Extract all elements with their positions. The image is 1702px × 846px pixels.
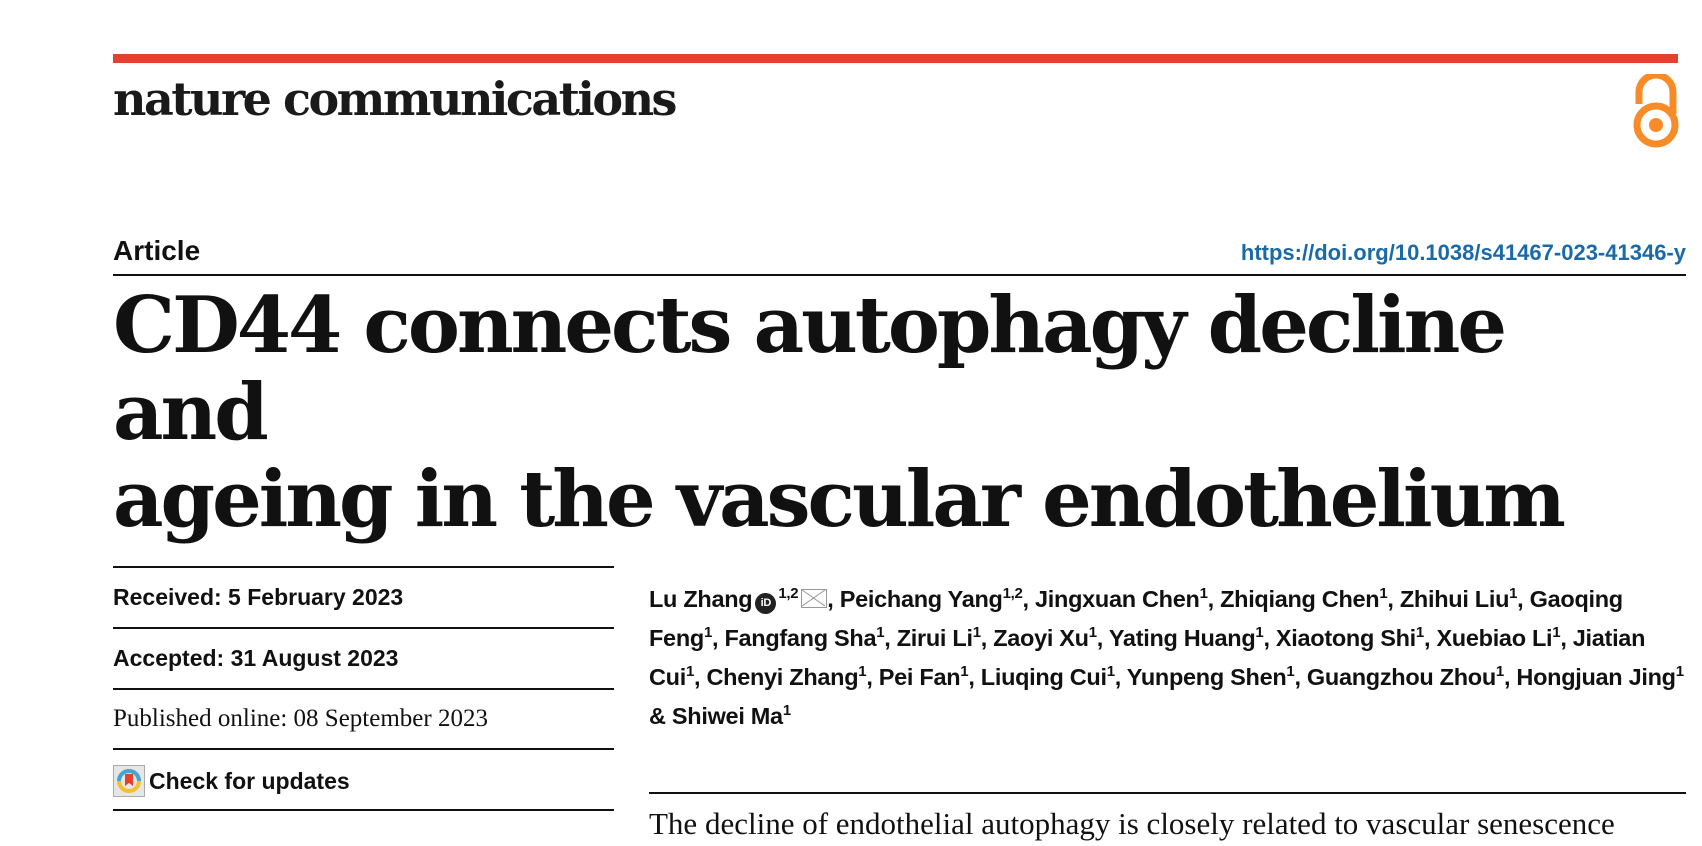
affiliation-superscript: 1 <box>1552 624 1561 642</box>
title-line: ageing in the vascular endothelium <box>113 454 1566 545</box>
affiliation-superscript: 1,2 <box>1002 585 1023 603</box>
check-for-updates-button[interactable]: Check for updates <box>113 765 350 797</box>
author-name: Chenyi Zhang <box>706 664 859 690</box>
divider <box>113 274 1686 276</box>
author[interactable]: Lu Zhang iD1,2 <box>649 585 828 614</box>
author[interactable]: Hongjuan Jing1 <box>1516 663 1684 690</box>
author[interactable]: Shiwei Ma1 <box>672 703 791 729</box>
author-list: Lu Zhang iD1,2, Peichang Yang1,2, Jingxua… <box>649 585 1684 729</box>
author-name: Yating Huang <box>1108 625 1256 651</box>
author-name: Xuebiao Li <box>1436 625 1553 651</box>
author-name: Yunpeng Shen <box>1126 664 1287 690</box>
author[interactable]: Zaoyi Xu1 <box>993 625 1097 651</box>
author-name: Lu Zhang <box>649 586 753 612</box>
open-access-lock-icon <box>1633 74 1679 148</box>
affiliation-superscript: 1 <box>1088 624 1097 642</box>
affiliation-superscript: 1 <box>960 663 969 681</box>
author-name: Fangfang Sha <box>724 625 877 651</box>
affiliation-superscript: 1 <box>1106 663 1115 681</box>
check-for-updates-label: Check for updates <box>149 767 350 794</box>
crossmark-icon <box>113 765 145 797</box>
affiliation-superscript: 1 <box>876 624 885 642</box>
author[interactable]: Chenyi Zhang1 <box>706 664 866 690</box>
divider <box>113 809 614 811</box>
author-name: Peichang Yang <box>839 586 1003 612</box>
author-name: Jingxuan Chen <box>1035 586 1200 612</box>
author-name: Pei Fan <box>878 664 961 690</box>
author-name: Hongjuan Jing <box>1516 664 1676 690</box>
author-name: Zhihui Liu <box>1399 586 1510 612</box>
author[interactable]: Xiaotong Shi1 <box>1276 625 1424 651</box>
published-date: Published online: 08 September 2023 <box>113 705 488 732</box>
author[interactable]: Yunpeng Shen1 <box>1127 664 1295 690</box>
article-title: CD44 connects autophagy decline and agei… <box>113 282 1673 543</box>
author-name: Shiwei Ma <box>671 703 783 729</box>
affiliation-superscript: 1 <box>972 624 981 642</box>
author[interactable]: Pei Fan1 <box>879 664 969 690</box>
affiliation-superscript: 1 <box>1199 585 1208 603</box>
author[interactable]: Jingxuan Chen1 <box>1035 586 1208 612</box>
article-type: Article <box>113 235 201 266</box>
divider <box>113 748 614 750</box>
author-name: Zirui Li <box>896 625 973 651</box>
title-line: CD44 connects autophagy decline and <box>113 280 1507 458</box>
abstract-text: The decline of endothelial autophagy is … <box>649 806 1615 841</box>
author[interactable]: Zhihui Liu1 <box>1399 585 1518 612</box>
divider <box>113 688 614 690</box>
journal-name: nature communications <box>113 72 677 126</box>
author[interactable]: Xuebiao Li1 <box>1436 625 1560 651</box>
divider <box>113 627 614 629</box>
affiliation-superscript: 1 <box>1286 663 1295 681</box>
divider <box>649 792 1686 794</box>
author[interactable]: Yating Huang1 <box>1109 625 1264 651</box>
author[interactable]: Liuqing Cui1 <box>981 664 1115 690</box>
author-name: Xiaotong Shi <box>1275 625 1416 651</box>
received-date: Received: 5 February 2023 <box>113 584 404 610</box>
doi-link[interactable]: https://doi.org/10.1038/s41467-023-41346… <box>1240 240 1686 265</box>
affiliation-superscript: 1 <box>1495 663 1504 681</box>
author-name: Gaoqing Feng <box>649 586 1623 651</box>
accent-bar <box>113 54 1678 63</box>
author-name: Liuqing Cui <box>980 664 1107 690</box>
accepted-date: Accepted: 31 August 2023 <box>113 645 399 671</box>
author-name: Zhiqiang Chen <box>1220 586 1380 612</box>
author-name: Jiatian Cui <box>649 625 1646 690</box>
author-name: Zaoyi Xu <box>993 625 1089 651</box>
author[interactable]: Zhiqiang Chen1 <box>1220 585 1388 612</box>
divider <box>113 566 614 568</box>
author[interactable]: Peichang Yang1,2 <box>840 586 1023 612</box>
affiliation-superscript: 1 <box>1675 663 1684 681</box>
email-icon[interactable] <box>801 589 828 608</box>
affiliation-superscript: 1 <box>685 663 695 681</box>
author[interactable]: Fangfang Sha1 <box>724 625 884 651</box>
author[interactable]: Zirui Li1 <box>897 625 981 651</box>
affiliation-superscript: 1,2 <box>778 585 799 603</box>
affiliation-superscript: 1 <box>1255 624 1264 642</box>
affiliation-superscript: 1 <box>1509 585 1518 603</box>
affiliation-superscript: 1 <box>1379 585 1388 603</box>
orcid-icon[interactable]: iD <box>755 593 777 614</box>
author[interactable]: Guangzhou Zhou1 <box>1307 664 1504 690</box>
affiliation-superscript: 1 <box>858 663 867 681</box>
author[interactable]: Jiatian Cui1 <box>649 625 1645 690</box>
affiliation-superscript: 1 <box>703 624 712 642</box>
affiliation-superscript: 1 <box>782 702 791 720</box>
author[interactable]: Gaoqing Feng1 <box>649 586 1623 651</box>
affiliation-superscript: 1 <box>1415 624 1424 642</box>
author-name: Guangzhou Zhou <box>1306 664 1496 690</box>
